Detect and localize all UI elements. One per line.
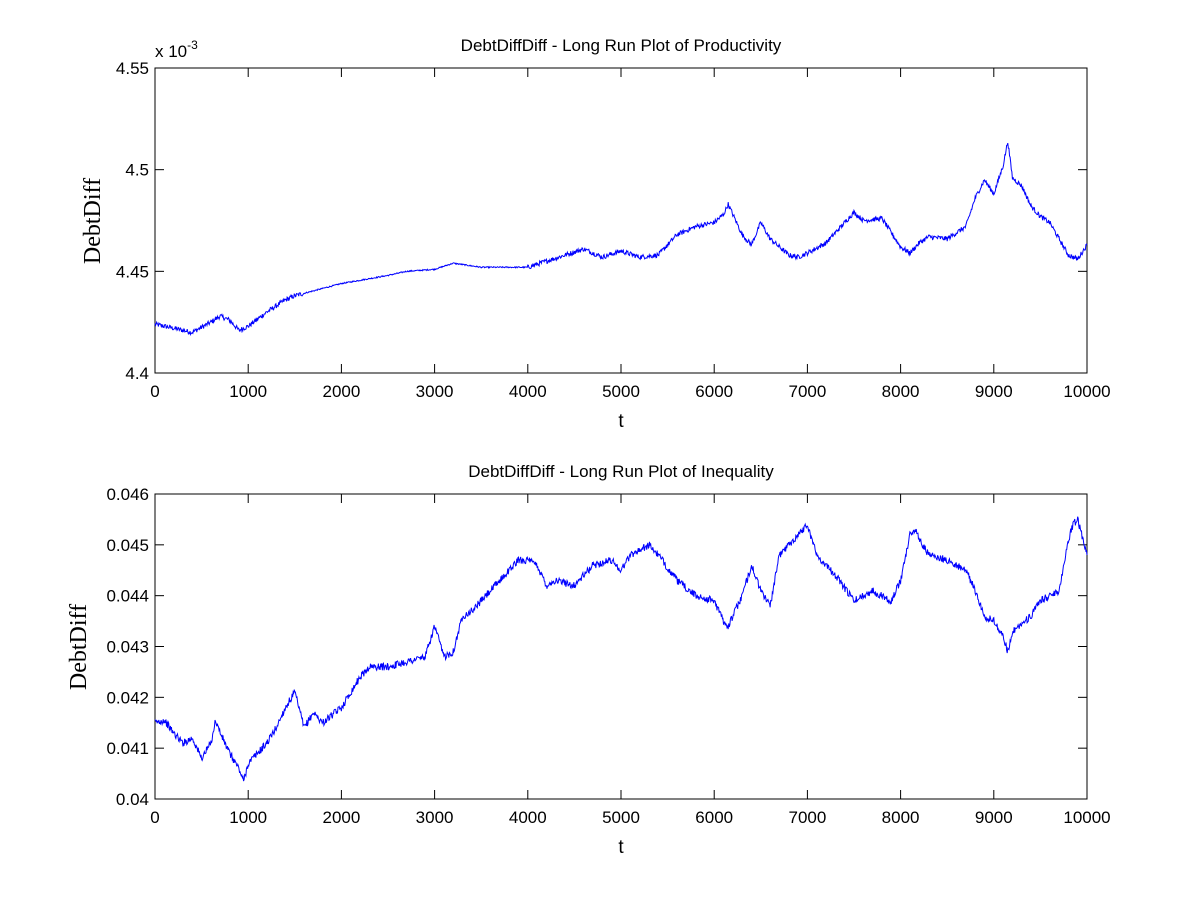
y-tick-label: 4.5: [125, 161, 149, 180]
y-tick-label: 0.041: [106, 739, 149, 758]
y-tick-label: 0.046: [106, 485, 149, 504]
x-tick-label: 6000: [695, 808, 733, 827]
x-tick-label: 0: [150, 808, 159, 827]
y-exponent-power: -3: [187, 38, 198, 52]
x-tick-label: 0: [150, 382, 159, 401]
x-tick-label: 2000: [322, 382, 360, 401]
y-tick-label: 0.045: [106, 536, 149, 555]
axis-ticks: 0 1000 2000 3000 4000 5000 6000 7000 8000 9000 100…: [116, 59, 1111, 401]
y-exponent-base: x 10: [155, 42, 187, 61]
x-tick-label: 8000: [882, 808, 920, 827]
y-tick-label: 0.04: [116, 790, 149, 809]
y-axis-label: DebtDiff: [66, 604, 92, 690]
x-tick-label: 5000: [602, 808, 640, 827]
x-tick-label: 7000: [788, 382, 826, 401]
y-tick-label: 4.45: [116, 262, 149, 281]
y-tick-label: 0.044: [106, 587, 149, 606]
x-tick-label: 6000: [695, 382, 733, 401]
x-tick-label: 1000: [229, 808, 267, 827]
plot-frame: [154, 493, 1088, 800]
x-axis-label: t: [618, 837, 624, 858]
y-axis-label: DebtDiff: [80, 178, 106, 264]
y-tick-label: 4.55: [116, 59, 149, 78]
x-tick-label: 4000: [509, 382, 547, 401]
x-axis-label: t: [618, 411, 624, 432]
axis-ticks: 0 1000 2000 3000 4000 5000 6000 7000 8000 9000 100…: [106, 485, 1110, 827]
subplot-inequality: DebtDiffDiff - Long Run Plot of Inequali…: [66, 462, 1111, 858]
x-tick-label: 1000: [229, 382, 267, 401]
x-tick-label: 8000: [882, 382, 920, 401]
plot-frame: [154, 67, 1088, 374]
series-line: [154, 516, 1088, 782]
y-tick-label: 0.043: [106, 638, 149, 657]
x-tick-label: 10000: [1063, 808, 1110, 827]
x-tick-label: 4000: [509, 808, 547, 827]
x-tick-label: 9000: [975, 382, 1013, 401]
x-tick-label: 3000: [416, 808, 454, 827]
x-tick-label: 3000: [416, 382, 454, 401]
y-tick-label: 0.042: [106, 688, 149, 707]
y-exponent-label: x 10-3: [155, 38, 198, 61]
subplot-productivity: DebtDiffDiff - Long Run Plot of Producti…: [80, 36, 1111, 432]
x-tick-label: 7000: [788, 808, 826, 827]
x-tick-label: 2000: [322, 808, 360, 827]
x-tick-label: 5000: [602, 382, 640, 401]
x-tick-label: 10000: [1063, 382, 1110, 401]
chart-title: DebtDiffDiff - Long Run Plot of Producti…: [461, 36, 782, 55]
chart-title: DebtDiffDiff - Long Run Plot of Inequali…: [468, 462, 774, 481]
y-tick-label: 4.4: [125, 364, 149, 383]
x-tick-label: 9000: [975, 808, 1013, 827]
series-line: [154, 142, 1088, 337]
